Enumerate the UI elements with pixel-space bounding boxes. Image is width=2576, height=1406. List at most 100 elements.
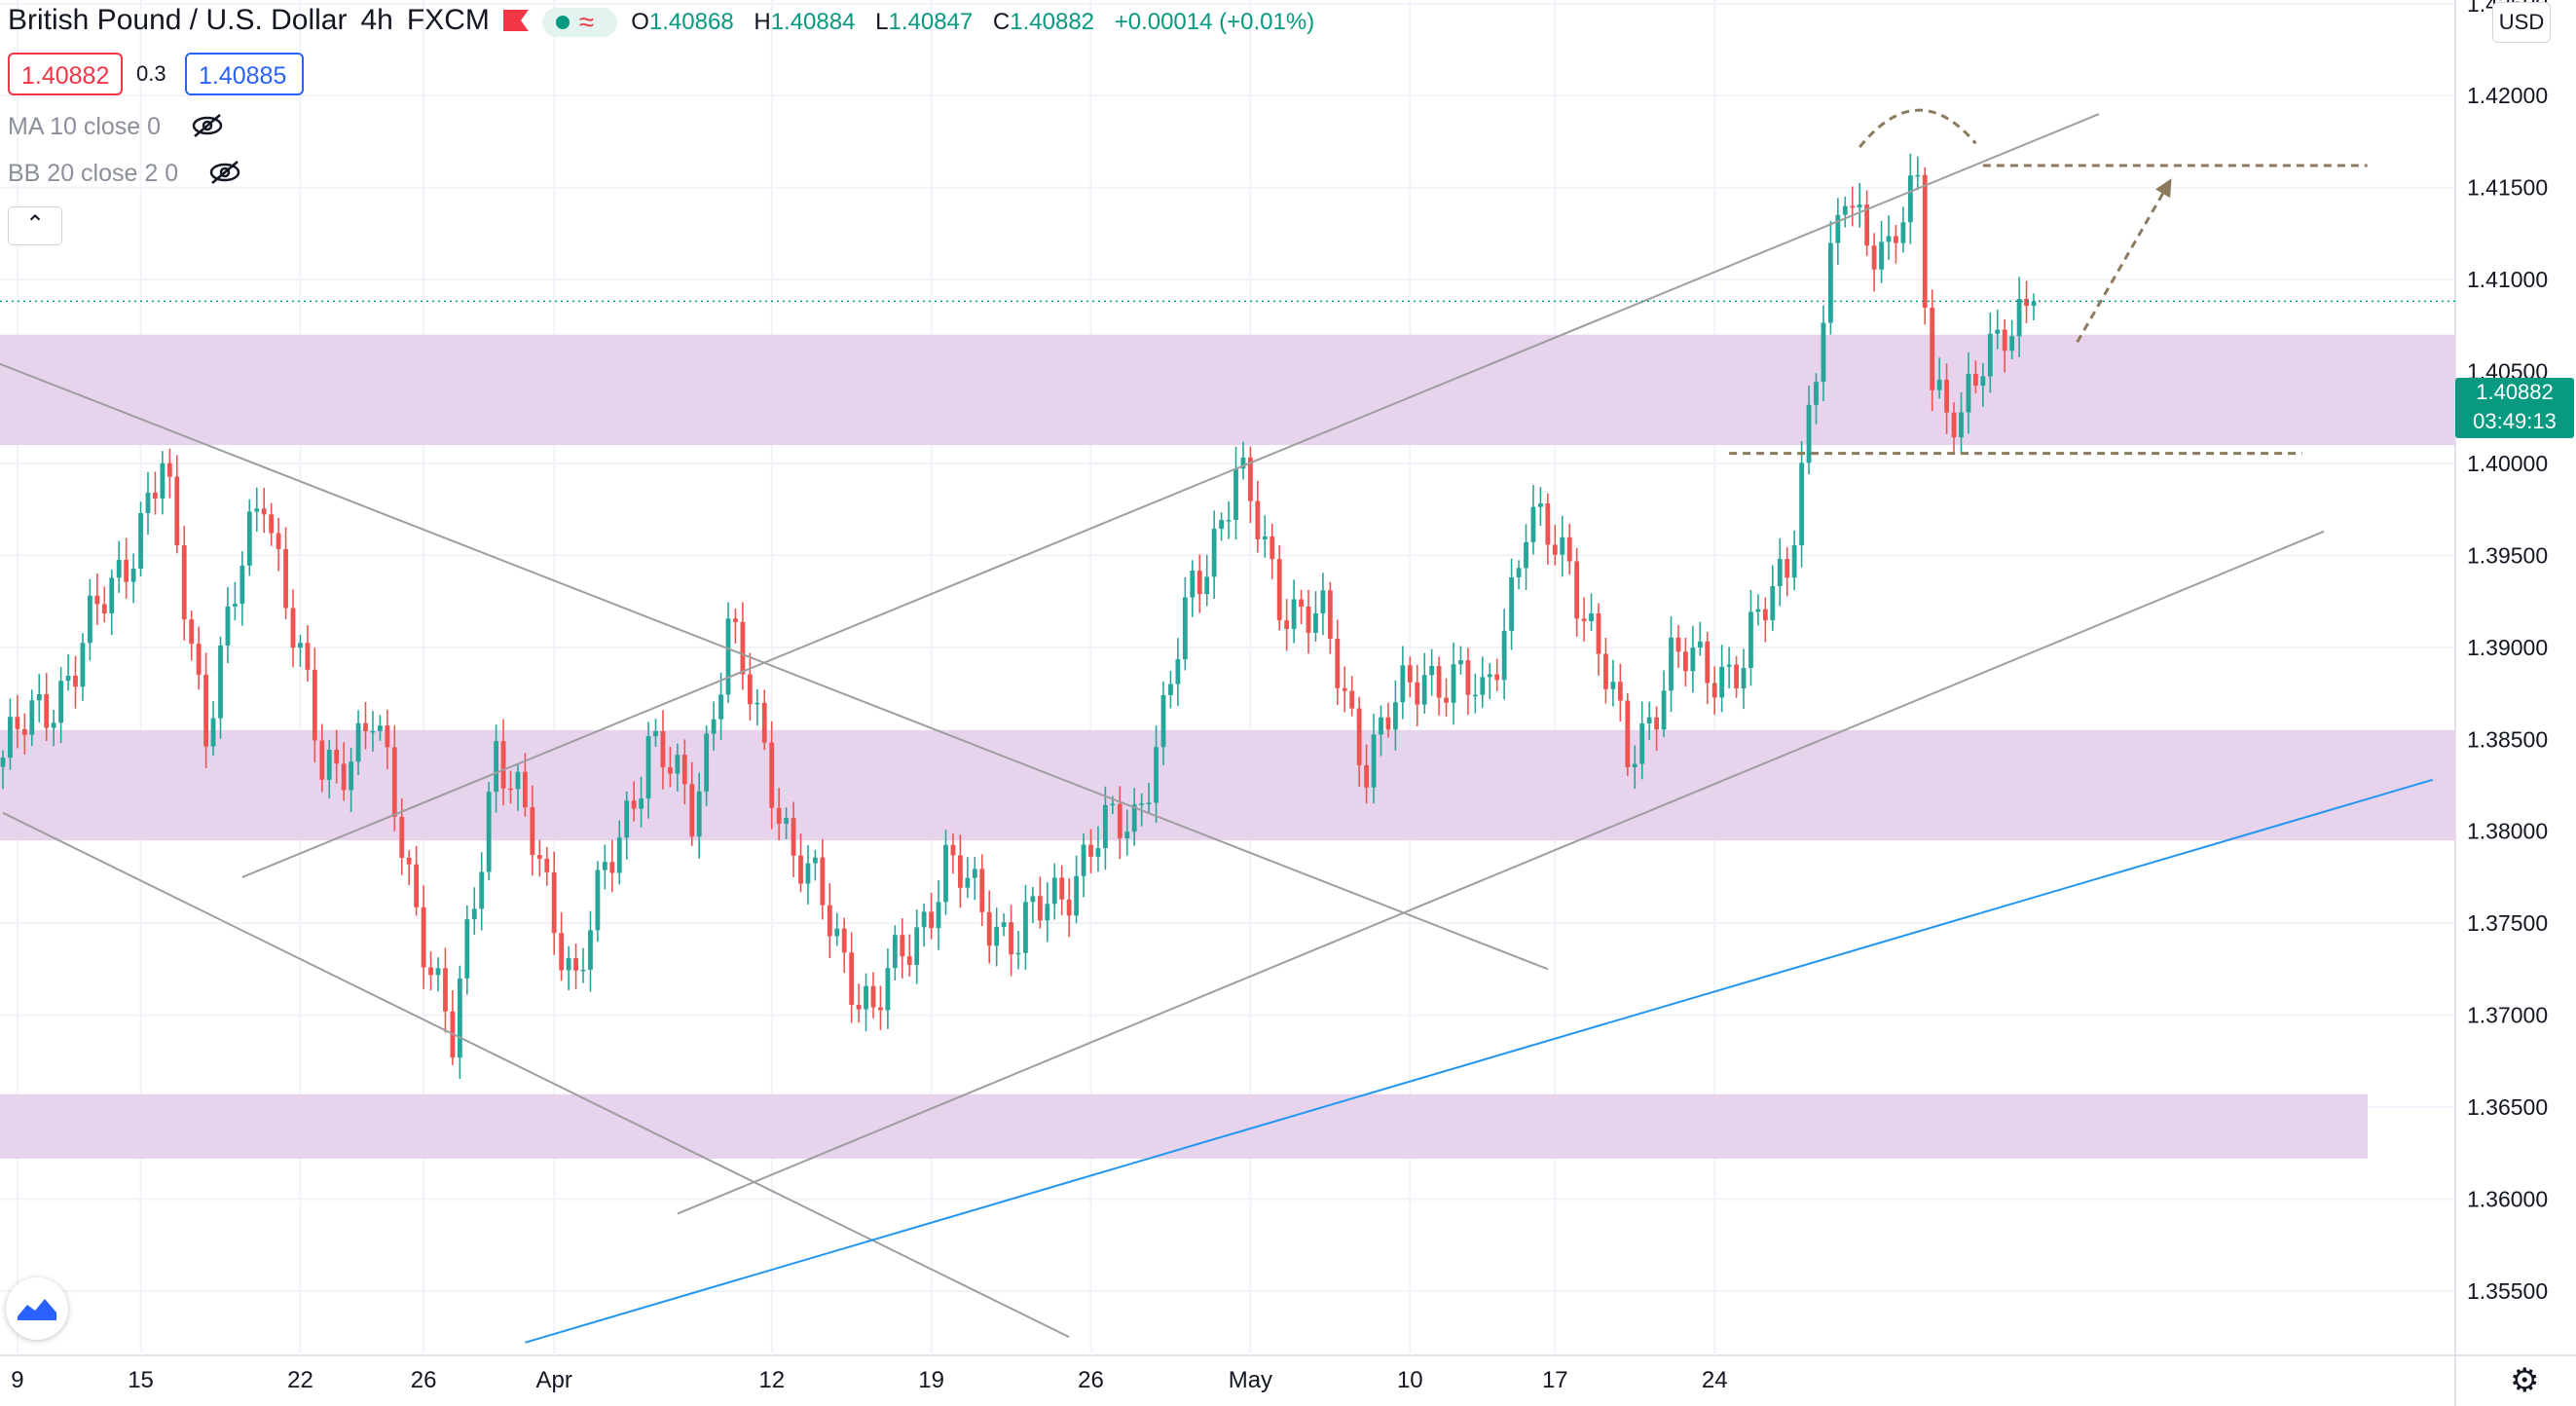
candle-body <box>1131 804 1137 832</box>
market-status-toggle[interactable]: ≈ <box>541 8 618 37</box>
currency-label[interactable]: USD <box>2492 2 2551 43</box>
indicator-ma[interactable]: MA 10 close 0 <box>8 113 224 141</box>
collapse-legend-button[interactable]: ⌃ <box>8 206 62 245</box>
candle-body <box>203 674 208 747</box>
candle-body <box>435 968 441 976</box>
candle-body <box>1204 576 1210 595</box>
candle-body <box>1081 844 1086 876</box>
candle-body <box>1596 613 1601 654</box>
candle-body <box>609 862 615 873</box>
gear-icon[interactable]: ⚙ <box>2510 1362 2540 1399</box>
candle-body <box>1966 373 1971 413</box>
candle-body <box>1270 536 1275 560</box>
candle-body <box>878 1007 883 1011</box>
eye-hidden-icon[interactable] <box>208 160 241 185</box>
candle-body <box>1907 175 1913 223</box>
candle-body <box>124 559 129 582</box>
candle-body <box>1980 376 1986 387</box>
candle-body <box>943 844 948 903</box>
candle-body <box>1030 896 1036 903</box>
candle-body <box>428 967 433 976</box>
interval-label[interactable]: 4h <box>360 4 393 36</box>
candle-body <box>1037 896 1043 921</box>
low-value: 1.40847 <box>888 9 974 35</box>
candle-body <box>856 1004 862 1010</box>
candle-body <box>153 492 158 500</box>
candle-body <box>1530 506 1536 542</box>
sell-button[interactable]: 1.40882 <box>8 53 123 95</box>
candle-body <box>1741 668 1747 689</box>
candle-body <box>784 818 789 825</box>
tradingview-logo[interactable] <box>6 1277 68 1340</box>
candle-body <box>936 902 941 929</box>
candle-body <box>1117 803 1122 838</box>
candle-body <box>1051 877 1057 905</box>
candle-body <box>109 577 115 613</box>
trendline <box>0 362 1549 971</box>
candle-body <box>399 816 405 858</box>
candle-body <box>1356 708 1362 765</box>
candle-body <box>1364 764 1369 788</box>
candle-body <box>885 968 891 1011</box>
time-tick-label: Apr <box>536 1367 572 1393</box>
candle-body <box>1400 665 1406 703</box>
candle-body <box>820 857 826 906</box>
candle-body <box>1734 664 1739 689</box>
arrow-head-icon <box>2155 178 2172 199</box>
candle-body <box>1777 559 1783 587</box>
candle-body <box>1959 412 1964 438</box>
candle-body <box>1160 694 1166 748</box>
time-tick-label: 9 <box>11 1367 23 1393</box>
candle-body <box>1524 541 1528 569</box>
candle-body <box>1697 641 1703 648</box>
candle-body <box>624 800 630 838</box>
price-tick-label: 1.39500 <box>2467 542 2548 568</box>
candle-body <box>681 755 687 785</box>
candle-body <box>1995 329 2001 334</box>
candle-body <box>870 985 876 1008</box>
candle-body <box>1371 734 1377 788</box>
candle-body <box>551 871 557 934</box>
candle-body <box>965 877 971 888</box>
candle-body <box>1124 832 1130 838</box>
symbol-header: British Pound / U.S. Dollar 4h FXCM ≈ O1.408… <box>8 4 1342 37</box>
candle-body <box>58 681 63 723</box>
time-tick-label: 17 <box>1542 1367 1568 1393</box>
candle-body <box>1726 664 1732 667</box>
candle-body <box>1814 382 1819 405</box>
candle-body <box>341 763 347 791</box>
candle-body <box>457 978 462 1058</box>
candle-body <box>88 595 92 644</box>
candle-body <box>1451 664 1456 703</box>
price-tick-label: 1.42000 <box>2467 83 2548 108</box>
candle-body <box>1632 763 1638 767</box>
buy-button[interactable]: 1.40885 <box>185 53 304 95</box>
candle-body <box>8 717 13 758</box>
trendline <box>2 811 1070 1339</box>
candle-body <box>754 702 760 705</box>
candle-body <box>979 869 985 912</box>
spread-value: 0.3 <box>136 61 166 86</box>
candle-body <box>1936 379 1942 390</box>
candle-body <box>994 927 1000 946</box>
candle-body <box>355 722 361 762</box>
price-tick-label: 1.37000 <box>2467 1003 2548 1028</box>
candle-body <box>733 618 738 622</box>
candle-body <box>1255 500 1261 540</box>
time-tick-label: 24 <box>1702 1367 1728 1393</box>
eye-hidden-icon[interactable] <box>191 113 224 138</box>
symbol-name[interactable]: British Pound / U.S. Dollar <box>8 4 348 36</box>
indicator-bb[interactable]: BB 20 close 2 0 <box>8 160 241 188</box>
change-value: +0.00014 (+0.01%) <box>1114 9 1315 35</box>
candle-body <box>29 700 35 735</box>
trendline <box>677 530 2325 1215</box>
candle-body <box>1821 322 1826 383</box>
candle-body <box>1248 457 1253 501</box>
annotation-line <box>2076 177 2173 344</box>
candle-body <box>1182 597 1188 660</box>
candle-body <box>269 514 275 534</box>
candle-body <box>1059 877 1065 900</box>
candle-body <box>2009 336 2015 352</box>
price-tick-label: 1.36000 <box>2467 1186 2548 1211</box>
